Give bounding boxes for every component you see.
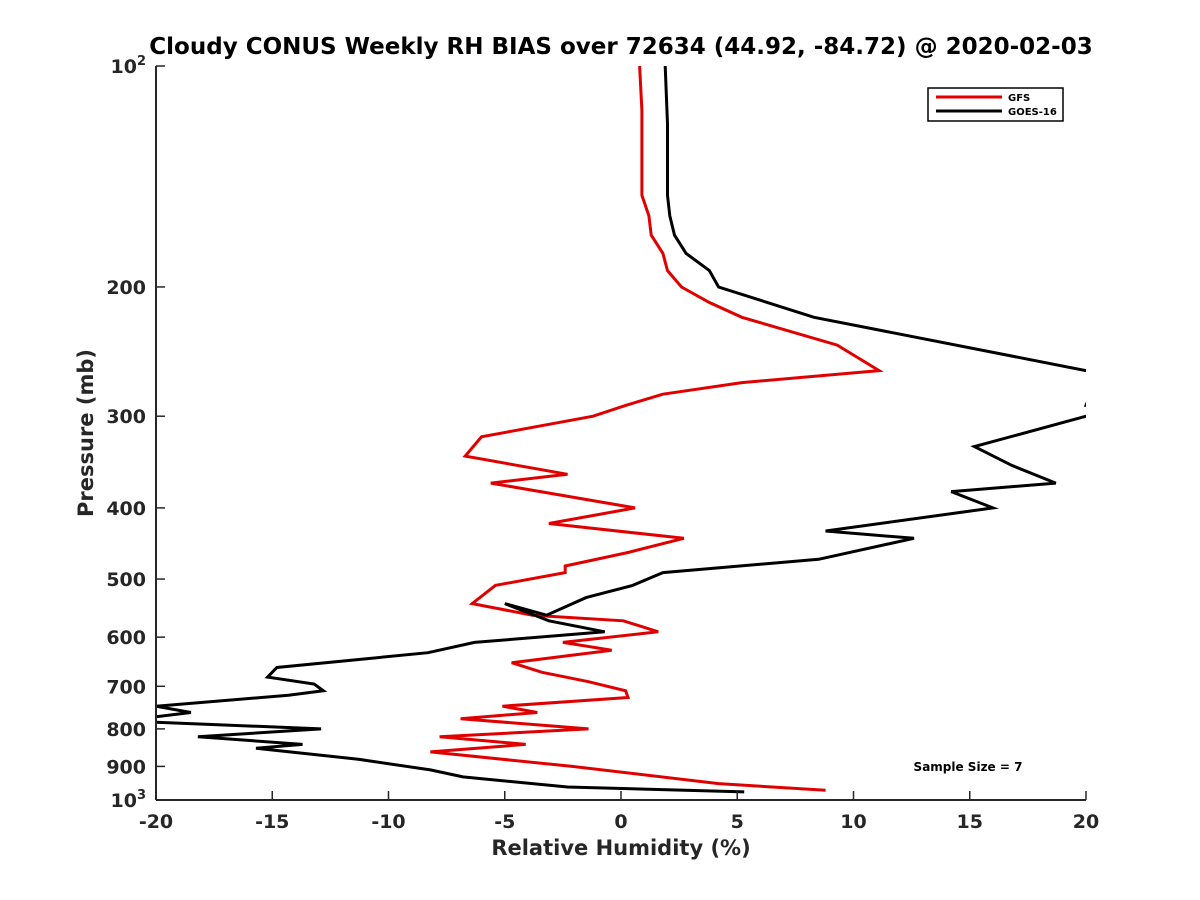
y-tick-label: 900 [106,756,146,778]
axes-layer: -20 -15 -10 -5 0 5 10 15 20102200300400500600700… [106,54,1099,833]
x-tick-label: 10 [840,811,866,833]
series-line-0 [430,66,884,792]
series-layer [156,66,1086,794]
x-axis-label: Relative Humidity (%) [491,836,750,860]
y-tick-label: 600 [106,627,146,649]
x-tick-label: 5 [731,811,744,833]
sample-size-annotation: Sample Size = 7 [914,760,1023,774]
y-tick-label: 700 [106,676,146,698]
x-tick-label: 15 [957,811,983,833]
y-tick-label: 300 [106,406,146,428]
y-axis-label: Pressure (mb) [74,349,98,517]
series-line-1 [156,66,1086,794]
y-tick-label: 400 [106,498,146,520]
y-tick-label: 800 [106,719,146,741]
legend-label-0: GFS [1008,93,1030,104]
legend-label-1: GOES-16 [1008,107,1057,118]
legend-box [927,87,1064,122]
x-tick-label: -10 [371,811,405,833]
x-tick-label: -5 [494,811,515,833]
x-tick-label: -15 [255,811,289,833]
x-tick-label: 20 [1073,811,1099,833]
chart-title: Cloudy CONUS Weekly RH BIAS over 72634 (… [149,34,1092,60]
y-tick-label: 200 [106,277,146,299]
x-tick-label: -20 [139,811,173,833]
y-tick-label: 500 [106,569,146,591]
legend: GFS GOES-16 [927,87,1064,122]
x-tick-label: 0 [614,811,627,833]
